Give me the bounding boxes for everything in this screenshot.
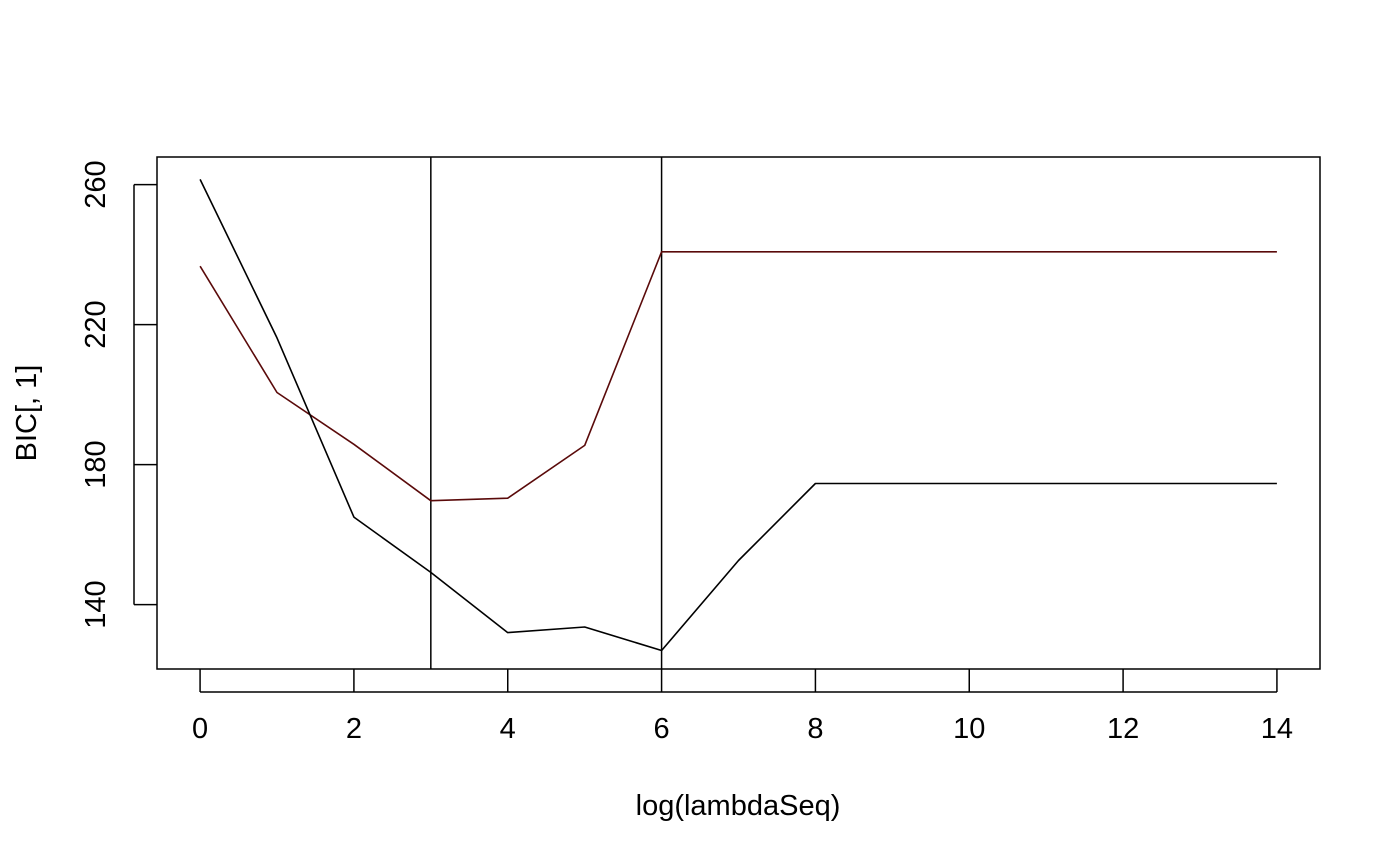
series-line-2: [199, 179, 1277, 652]
x-tick-label: 4: [500, 713, 516, 745]
x-tick-label: 8: [807, 713, 823, 745]
x-axis-label: log(lambdaSeq): [636, 790, 841, 822]
x-tick-label: 0: [192, 713, 208, 745]
x-tick-label: 14: [1261, 713, 1293, 745]
x-tick-label: 12: [1107, 713, 1139, 745]
y-axis: 140 180 220 260: [80, 160, 157, 629]
x-tick-label: 6: [654, 713, 670, 745]
y-tick-label: 180: [80, 440, 112, 488]
y-tick-label: 140: [80, 580, 112, 628]
series-line-1: [199, 251, 1277, 502]
x-tick-label: 2: [346, 713, 362, 745]
y-tick-label: 260: [80, 160, 112, 208]
x-tick-label: 10: [953, 713, 985, 745]
y-tick-label: 220: [80, 300, 112, 348]
y-axis-label: BIC[, 1]: [11, 365, 43, 462]
series-layer: [199, 179, 1277, 652]
x-axis: 0 2 4 6 8 10 12 14: [192, 669, 1293, 745]
vertical-reference-lines: [430, 157, 663, 669]
plot-frame: [156, 156, 1321, 670]
